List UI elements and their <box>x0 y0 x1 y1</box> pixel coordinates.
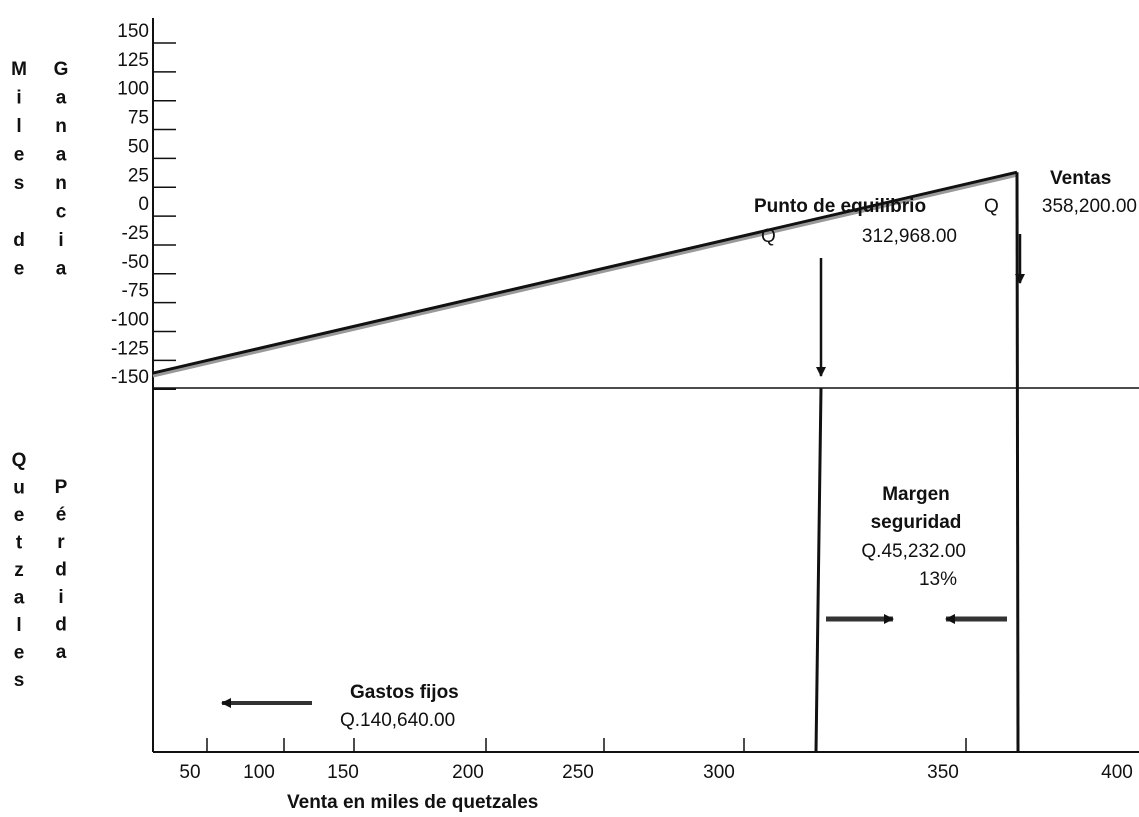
x-ticks: 50 100 150 200 250 300 350 400 <box>179 738 1132 783</box>
ylabel-right-bottom-letter: é <box>56 505 67 526</box>
ylabel-left-top-letter: e <box>14 145 25 166</box>
ylabel-left-bottom-letter: a <box>14 588 25 609</box>
breakeven-currency: Q <box>761 226 776 247</box>
margin-value: Q.45,232.00 <box>861 541 966 562</box>
y-tick-label: 50 <box>128 136 149 157</box>
ylabel-left-top-letter: M <box>11 59 27 80</box>
ylabel-left-bottom-letter: Q <box>12 450 27 471</box>
ylabel-left-top-letter: s <box>14 173 25 194</box>
margin-label-1: Margen <box>882 484 950 505</box>
y-tick-label: 0 <box>138 194 149 215</box>
x-tick-label: 100 <box>243 762 275 783</box>
ylabel-left-top-letter: l <box>16 116 21 137</box>
x-tick-label: 250 <box>562 762 594 783</box>
y-ticks: 150 125 100 75 50 25 0 -25 -50 -75 -100 -125 -150 <box>111 21 176 389</box>
sales-line <box>1017 172 1018 752</box>
ylabel-right-bottom-letter: P <box>55 477 68 498</box>
sales-value: 358,200.00 <box>1042 196 1137 217</box>
ylabel-right-top-letter: c <box>56 202 67 223</box>
ylabel-right-top-letter: n <box>55 116 67 137</box>
ylabel-left-top-letter: d <box>13 230 25 251</box>
ylabel-right-top-letter: a <box>56 145 67 166</box>
breakeven-value: 312,968.00 <box>862 226 957 247</box>
x-tick-label: 200 <box>452 762 484 783</box>
sales-currency: Q <box>984 196 999 217</box>
margin-percent: 13% <box>919 569 957 590</box>
ylabel-left-top-letter: i <box>16 88 21 109</box>
y-tick-label: -25 <box>122 223 149 244</box>
y-tick-label: 75 <box>128 108 149 129</box>
breakeven-label: Punto de equilibrio <box>754 196 926 217</box>
x-tick-label: 400 <box>1101 762 1133 783</box>
x-tick-label: 350 <box>927 762 959 783</box>
y-tick-label: -100 <box>111 310 149 331</box>
ylabel-right-bottom-letter: r <box>57 532 65 553</box>
x-axis-title: Venta en miles de quetzales <box>287 792 538 813</box>
ylabel-right-top-letter: a <box>56 88 67 109</box>
ylabel-right-top-letter: i <box>58 230 63 251</box>
y-tick-label: 150 <box>117 21 149 42</box>
x-tick-label: 150 <box>327 762 359 783</box>
x-tick-label: 50 <box>179 762 200 783</box>
ylabel-right-bottom-letter: a <box>56 642 67 663</box>
sales-label: Ventas <box>1050 168 1111 189</box>
ylabel-right-top-letter: n <box>55 173 67 194</box>
y-tick-label: 25 <box>128 165 149 186</box>
y-tick-label: -75 <box>122 281 149 302</box>
break-even-line <box>816 388 821 752</box>
ylabel-right-bottom-letter: i <box>58 587 63 608</box>
y-tick-label: -125 <box>111 338 149 359</box>
fixed-cost-label: Gastos fijos <box>350 682 459 703</box>
ylabel-left-bottom-letter: e <box>14 505 25 526</box>
ylabel-left-bottom-letter: t <box>16 533 23 554</box>
margin-label-2: seguridad <box>871 512 962 533</box>
ylabel-left-top-letter: e <box>14 259 25 280</box>
y-tick-label: 125 <box>117 50 149 71</box>
ylabel-left-bottom-letter: s <box>14 670 25 691</box>
ylabel-right-bottom-letter: d <box>55 560 67 581</box>
x-tick-label: 300 <box>703 762 735 783</box>
ylabel-left-bottom-letter: u <box>13 478 25 499</box>
ylabel-left-bottom-letter: e <box>14 643 25 664</box>
fixed-cost-value: Q.140,640.00 <box>340 710 455 731</box>
ylabel-right-top-letter: G <box>54 59 69 80</box>
y-tick-label: -50 <box>122 252 149 273</box>
ylabel-left-bottom-letter: z <box>14 560 24 581</box>
ylabel-left-bottom-letter: l <box>16 615 21 636</box>
ylabel-right-bottom-letter: d <box>55 615 67 636</box>
ylabel-right-top-letter: a <box>56 259 67 280</box>
y-tick-label: 100 <box>117 79 149 100</box>
y-tick-label: -150 <box>111 367 149 388</box>
